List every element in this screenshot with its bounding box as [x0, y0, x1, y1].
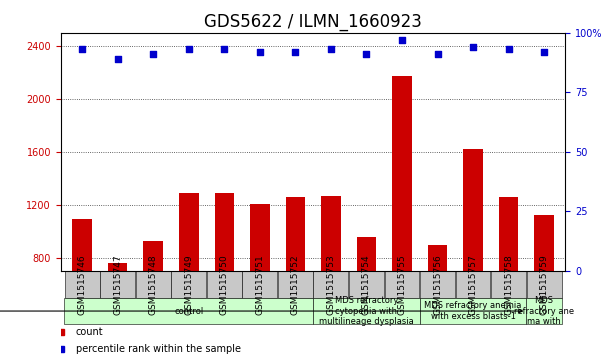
Point: [219, 46, 229, 52]
Bar: [72, 219, 92, 363]
Title: GDS5622 / ILMN_1660923: GDS5622 / ILMN_1660923: [204, 13, 422, 31]
Bar: [534, 215, 554, 363]
FancyBboxPatch shape: [314, 271, 348, 298]
Text: GSM1515752: GSM1515752: [291, 254, 300, 315]
Bar: [428, 245, 447, 363]
Text: MDS refractory anemia
with excess blasts-1: MDS refractory anemia with excess blasts…: [424, 301, 522, 321]
Bar: [143, 241, 163, 363]
Text: GSM1515747: GSM1515747: [113, 254, 122, 315]
FancyBboxPatch shape: [171, 271, 206, 298]
Text: GSM1515758: GSM1515758: [504, 254, 513, 315]
Point: [397, 37, 407, 43]
Bar: [250, 204, 269, 363]
Text: MDS
refractory ane
ma with: MDS refractory ane ma with: [514, 296, 574, 326]
FancyBboxPatch shape: [243, 271, 277, 298]
Bar: [286, 197, 305, 363]
FancyBboxPatch shape: [384, 271, 420, 298]
Text: control: control: [174, 306, 203, 315]
Text: GSM1515746: GSM1515746: [78, 254, 86, 315]
Point: [468, 44, 478, 50]
Point: [77, 46, 87, 52]
Point: [184, 46, 193, 52]
Bar: [215, 193, 234, 363]
Point: [113, 56, 123, 62]
FancyBboxPatch shape: [420, 298, 527, 325]
Point: [148, 51, 158, 57]
FancyBboxPatch shape: [349, 271, 384, 298]
Text: GSM1515750: GSM1515750: [219, 254, 229, 315]
Bar: [392, 76, 412, 363]
Text: count: count: [76, 327, 103, 337]
Point: [362, 51, 371, 57]
Text: GSM1515753: GSM1515753: [326, 254, 336, 315]
FancyBboxPatch shape: [278, 271, 313, 298]
FancyBboxPatch shape: [491, 271, 526, 298]
FancyBboxPatch shape: [527, 271, 562, 298]
Point: [503, 46, 513, 52]
Bar: [499, 197, 519, 363]
Text: percentile rank within the sample: percentile rank within the sample: [76, 344, 241, 354]
FancyBboxPatch shape: [64, 298, 313, 325]
FancyBboxPatch shape: [455, 271, 491, 298]
Point: [326, 46, 336, 52]
Text: disease state: disease state: [0, 306, 522, 316]
Bar: [321, 196, 340, 363]
Point: [291, 49, 300, 55]
Text: GSM1515756: GSM1515756: [433, 254, 442, 315]
Text: GSM1515755: GSM1515755: [398, 254, 407, 315]
FancyBboxPatch shape: [64, 271, 100, 298]
Text: GSM1515748: GSM1515748: [149, 254, 157, 315]
Point: [255, 49, 264, 55]
Text: GSM1515759: GSM1515759: [540, 254, 548, 315]
Text: GSM1515749: GSM1515749: [184, 254, 193, 315]
Bar: [463, 149, 483, 363]
Point: [539, 49, 549, 55]
Bar: [357, 237, 376, 363]
Bar: [108, 263, 128, 363]
FancyBboxPatch shape: [207, 271, 242, 298]
FancyBboxPatch shape: [420, 271, 455, 298]
Bar: [179, 193, 198, 363]
Point: [433, 51, 443, 57]
Text: GSM1515751: GSM1515751: [255, 254, 264, 315]
FancyBboxPatch shape: [100, 271, 135, 298]
FancyBboxPatch shape: [136, 271, 171, 298]
FancyBboxPatch shape: [527, 298, 562, 325]
Text: MDS refractory
cytopenia with
multilineage dysplasia: MDS refractory cytopenia with multilinea…: [319, 296, 414, 326]
Text: GSM1515757: GSM1515757: [469, 254, 477, 315]
FancyBboxPatch shape: [313, 298, 420, 325]
Text: GSM1515754: GSM1515754: [362, 254, 371, 315]
